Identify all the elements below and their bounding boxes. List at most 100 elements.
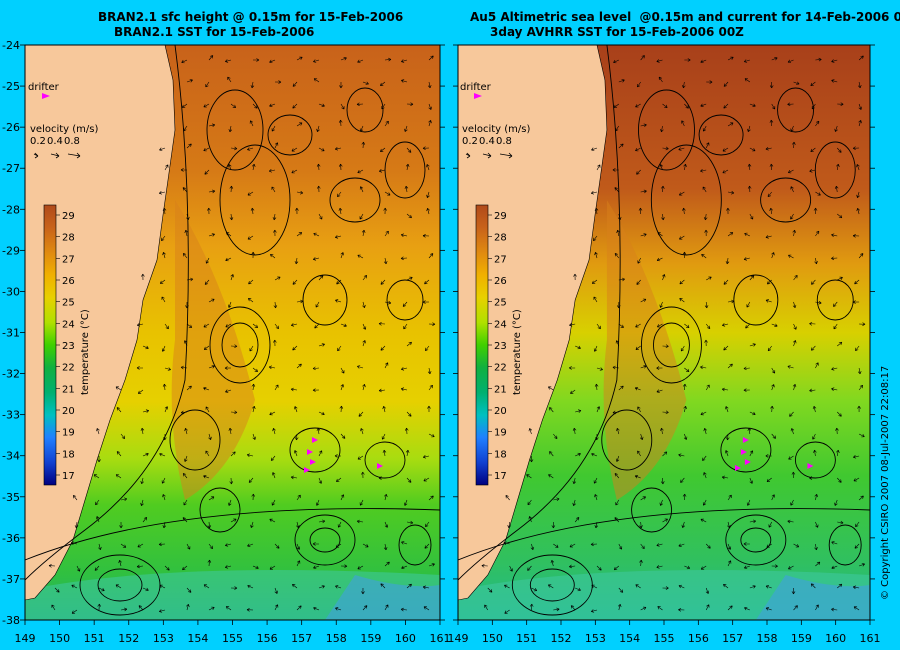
current-vector-arrow [771, 384, 775, 391]
current-vector-arrow [705, 543, 711, 549]
right-title-line2: 3day AVHRR SST for 15-Feb-2006 00Z [490, 25, 744, 39]
colorbar-tick-label: 21 [62, 384, 75, 395]
current-vector-arrow [793, 323, 797, 330]
current-vector-arrow [428, 433, 435, 438]
current-vector-arrow [161, 477, 166, 484]
current-vector-arrow [639, 433, 644, 440]
current-vector-arrow [704, 339, 708, 347]
colorbar-tick-label: 19 [494, 428, 507, 439]
current-vector-arrow [224, 59, 232, 63]
current-vector-arrow [428, 384, 433, 391]
current-vector-arrow [163, 433, 167, 441]
current-vector-arrow [247, 235, 254, 240]
current-vector-arrow [74, 521, 79, 529]
sea-level-contour [221, 322, 259, 368]
sea-level-contour [816, 279, 854, 321]
current-vector-arrow [426, 191, 430, 198]
latitude-tick-label: -34 [2, 450, 20, 463]
current-vector-arrow [612, 410, 619, 415]
current-vector-arrow [271, 186, 276, 193]
current-vector-arrow [315, 301, 320, 308]
current-vector-arrow [423, 477, 430, 482]
current-vector-arrow [768, 521, 772, 528]
current-vector-arrow [787, 59, 794, 64]
current-vector-arrow [504, 584, 510, 589]
current-vector-arrow [749, 213, 754, 220]
drifter-marker [807, 463, 814, 469]
colorbar-tick-label: 22 [62, 363, 75, 374]
current-vector-arrow [427, 405, 431, 413]
current-vector-arrow [749, 477, 753, 484]
drifter-marker [307, 449, 313, 455]
current-vector-arrow [180, 410, 188, 415]
current-vector-arrow [526, 474, 532, 479]
current-vector-arrow [661, 185, 665, 193]
current-vector-arrow [749, 411, 756, 416]
current-vector-arrow [381, 103, 386, 110]
current-vector-arrow [790, 186, 794, 193]
colorbar-tick-label: 25 [62, 298, 75, 309]
current-vector-arrow [291, 169, 298, 174]
current-vector-arrow [208, 543, 213, 550]
current-vector-arrow [858, 384, 864, 391]
sea-level-contour [346, 87, 384, 133]
current-vector-arrow [313, 232, 320, 237]
current-vector-arrow [528, 516, 532, 523]
drifter-legend-icon [474, 93, 482, 99]
current-vector-arrow [858, 563, 865, 567]
current-vector-arrow [204, 279, 210, 285]
colorbar-tick-label: 29 [62, 211, 75, 222]
longitude-tick-label: 150 [49, 632, 70, 645]
current-vector-arrow [356, 519, 364, 524]
current-vector-arrow [858, 433, 865, 438]
current-vector-arrow [700, 168, 707, 173]
current-vector-arrow [270, 455, 276, 461]
current-vector-arrow [115, 386, 122, 391]
current-vector-arrow [837, 477, 842, 483]
current-vector-arrow [380, 345, 386, 351]
current-vector-arrow [679, 235, 685, 240]
current-vector-arrow [203, 323, 210, 328]
current-vector-arrow [208, 189, 216, 194]
latitude-tick-label: -29 [2, 244, 20, 257]
current-vector-arrow [318, 103, 325, 107]
current-vector-arrow [428, 563, 435, 567]
longitude-tick-label: 159 [791, 632, 812, 645]
current-vector-arrow [401, 59, 408, 63]
current-vector-arrow [662, 518, 668, 523]
drifter-legend-label: drifter [28, 82, 60, 93]
current-vector-arrow [771, 103, 776, 110]
current-vector-arrow [164, 367, 171, 371]
current-vector-arrow [296, 521, 300, 529]
current-vector-arrow [659, 499, 663, 506]
current-vector-arrow [550, 559, 555, 567]
current-vector-arrow [382, 449, 387, 457]
current-vector-arrow [858, 253, 864, 259]
current-vector-arrow [164, 164, 169, 171]
current-vector-arrow [361, 229, 366, 237]
current-vector-arrow [749, 147, 756, 152]
current-vector-arrow [362, 323, 367, 330]
current-vector-arrow [684, 323, 690, 328]
current-vector-arrow [362, 275, 368, 281]
current-vector-arrow [400, 367, 408, 371]
current-vector-arrow [205, 81, 210, 88]
colorbar-tick-label: 19 [62, 428, 75, 439]
left-map-panel: drifter velocity (m/s)0.2 0.4 0.8 29 28 27 26 25… [24, 44, 441, 621]
current-vector-arrow [771, 494, 775, 501]
current-vector-arrow [635, 345, 641, 350]
current-vector-arrow [159, 279, 166, 284]
current-vector-arrow [272, 428, 276, 435]
current-vector-arrow [401, 565, 408, 570]
current-vector-arrow [815, 57, 822, 62]
current-vector-arrow [380, 279, 386, 285]
current-vector-arrow [856, 164, 860, 171]
current-vector-arrow [120, 543, 127, 548]
right-map-panel: drifter velocity (m/s)0.2 0.4 0.8 29 28 27 26 25… [457, 44, 871, 621]
current-vector-arrow [229, 213, 234, 221]
current-vector-arrow [614, 473, 620, 479]
current-vector-arrow [749, 519, 756, 524]
current-vector-arrow [340, 323, 347, 327]
current-vector-arrow [406, 477, 412, 483]
current-vector-arrow [335, 607, 342, 611]
